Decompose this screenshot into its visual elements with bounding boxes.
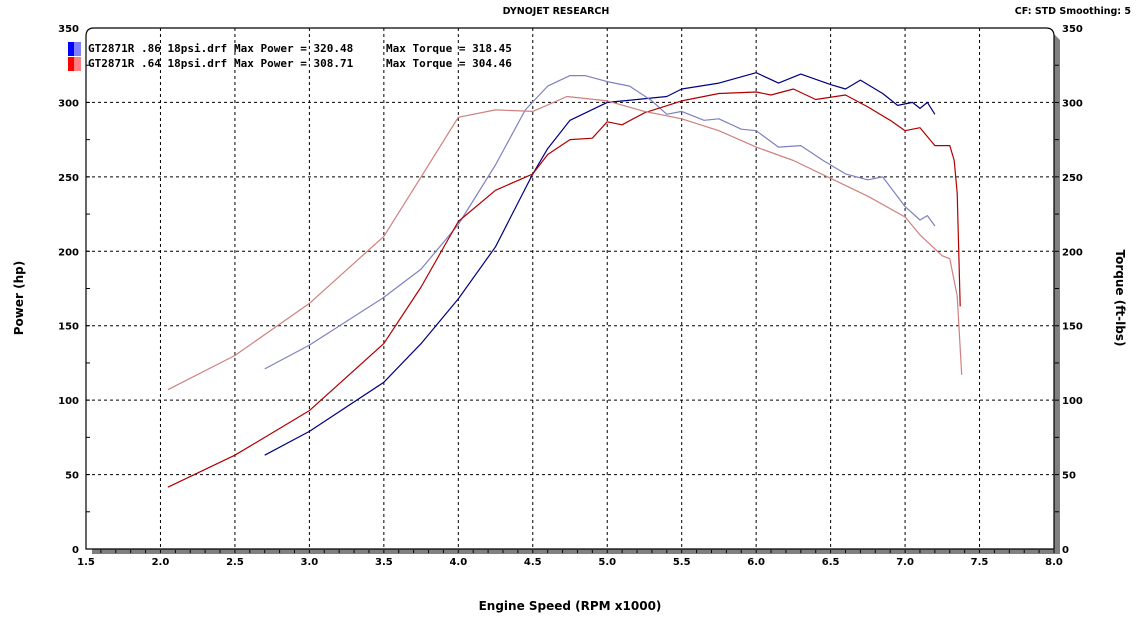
x-axis-label: Engine Speed (RPM x1000)	[479, 599, 662, 613]
y2-tick-label: 350	[1062, 24, 1083, 35]
y-axis-label: Power (hp)	[12, 261, 26, 335]
x-tick-label: 5.5	[673, 557, 691, 568]
legend: GT2871R .86 18psi.drf Max Power = 320.48…	[68, 42, 512, 71]
tick-labels: 1.5 2.0 2.5 3.0 3.5 4.0 4.5 5.0 5.5 6.0 6.5 7.0 7.5 8…	[58, 24, 1083, 568]
y-tick-label: 200	[58, 247, 79, 258]
y2-tick-label: 250	[1062, 173, 1083, 184]
grid	[86, 28, 1059, 553]
y2-tick-label: 0	[1062, 545, 1069, 556]
x-tick-label: 7.5	[971, 557, 989, 568]
chart-settings: CF: STD Smoothing: 5	[1015, 6, 1131, 17]
x-tick-label: 4.0	[449, 557, 467, 568]
x-tick-label: 3.5	[375, 557, 393, 568]
legend-swatch-torque	[74, 57, 81, 71]
y2-tick-label: 300	[1062, 98, 1083, 109]
x-tick-label: 7.0	[896, 557, 914, 568]
series-line-power	[264, 72, 936, 456]
y-tick-label: 300	[58, 98, 79, 109]
y2-tick-label: 200	[1062, 247, 1083, 258]
legend-max-torque: Max Torque = 318.45	[386, 42, 512, 55]
plot-frame	[85, 27, 1060, 554]
x-tick-label: 2.5	[226, 557, 244, 568]
legend-file: GT2871R .86 18psi.drf	[88, 42, 227, 55]
y2-axis-label: Torque (ft-lbs)	[1113, 250, 1127, 347]
x-tick-label: 5.0	[598, 557, 616, 568]
x-tick-label: 4.5	[524, 557, 542, 568]
y2-tick-label: 100	[1062, 396, 1083, 407]
x-tick-label: 2.0	[152, 557, 170, 568]
y-tick-label: 250	[58, 173, 79, 184]
series-lines	[167, 72, 963, 488]
legend-swatch-power	[68, 42, 74, 56]
x-tick-label: 8.0	[1045, 557, 1063, 568]
plot-area	[85, 27, 1055, 550]
x-tick-label: 6.0	[747, 557, 765, 568]
legend-max-torque: Max Torque = 304.46	[386, 57, 512, 70]
y-tick-label: 0	[72, 545, 79, 556]
plot-shadow-bottom	[92, 549, 1060, 554]
x-tick-label: 6.5	[822, 557, 840, 568]
series-line-power	[167, 88, 961, 488]
y2-tick-label: 50	[1062, 471, 1076, 482]
series-line-torque	[264, 75, 936, 370]
chart-title: DYNOJET RESEARCH	[503, 6, 610, 17]
legend-entry-1[interactable]: GT2871R .86 18psi.drf Max Power = 320.48…	[68, 42, 512, 56]
y-tick-label: 50	[65, 471, 79, 482]
series-line-torque	[167, 95, 963, 391]
x-tick-label: 1.5	[77, 557, 95, 568]
legend-swatch-torque	[74, 42, 81, 56]
legend-max-power: Max Power = 320.48	[234, 42, 353, 55]
x-tick-label: 3.0	[301, 557, 319, 568]
legend-file: GT2871R .64 18psi.drf	[88, 57, 227, 70]
legend-entry-2[interactable]: GT2871R .64 18psi.drf Max Power = 308.71…	[68, 57, 512, 71]
y-tick-label: 150	[58, 322, 79, 333]
y-tick-label: 350	[58, 24, 79, 35]
y-tick-label: 100	[58, 396, 79, 407]
y2-tick-label: 150	[1062, 322, 1083, 333]
legend-swatch-power	[68, 57, 74, 71]
legend-max-power: Max Power = 308.71	[234, 57, 354, 70]
